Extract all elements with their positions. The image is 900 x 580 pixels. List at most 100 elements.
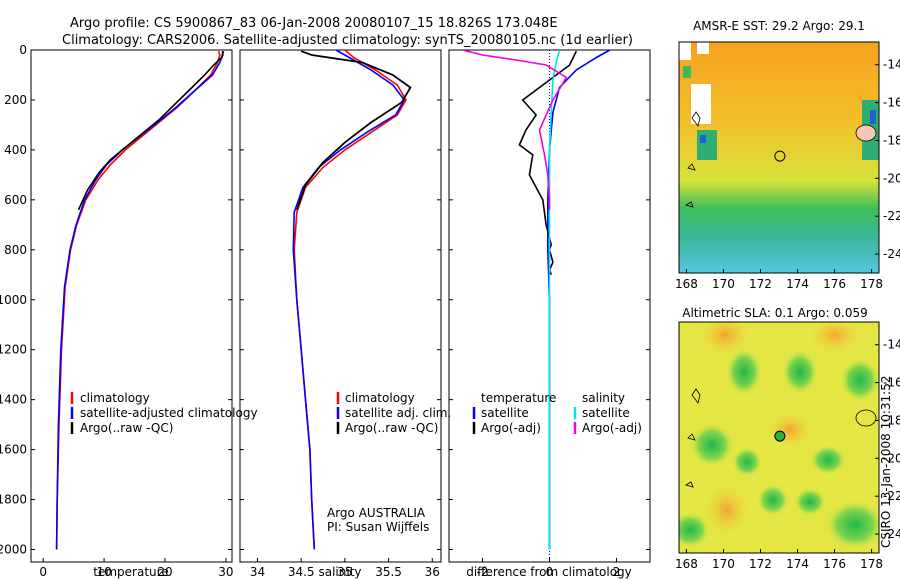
map-y-tick-label: -22 — [883, 489, 900, 503]
map-y-tick-label: -22 — [883, 209, 900, 223]
legend-group-title-temperature: temperature — [481, 391, 556, 405]
legend-label: climatology — [345, 391, 415, 405]
difference-legend: temperature satellite Argo(-adj) salinit… — [472, 391, 642, 435]
sla-low-anomaly — [825, 500, 879, 550]
diff-salinity-satellite-line — [548, 50, 561, 550]
y-tick-label: 400 — [4, 143, 27, 157]
diff-temperature-satellite-line — [546, 50, 611, 550]
y-tick-label: 1600 — [0, 443, 27, 457]
sla-high-anomaly — [700, 322, 750, 355]
y-tick-label: 1800 — [0, 493, 27, 507]
map-y-tick-label: -24 — [883, 247, 900, 261]
map-y-tick-label: -20 — [883, 451, 900, 465]
map-x-tick-label: 170 — [712, 277, 735, 291]
sla-low-anomaly — [794, 488, 826, 516]
map-y-tick-label: -14 — [883, 338, 900, 352]
map-y-tick-label: -16 — [883, 96, 900, 110]
legend-label: satellite — [582, 406, 630, 420]
y-tick-label: 0 — [19, 43, 27, 57]
sla-map-field — [679, 322, 879, 553]
map-x-tick-label: 170 — [712, 557, 735, 571]
legend-label: Argo(-adj) — [481, 421, 541, 435]
map-x-tick-label: 174 — [786, 557, 809, 571]
sla-low-anomaly — [840, 358, 879, 402]
map-y-tick-label: -16 — [883, 376, 900, 390]
temperature-climatology-line — [55, 50, 221, 550]
sla-map-ticks: 168 170 172 174 176 178 -14 -16 -18 -20 -22 -24 — [675, 338, 900, 571]
y-tick-label: 800 — [4, 243, 27, 257]
temperature-xlabel: temperature — [93, 565, 168, 579]
sla-high-anomaly — [768, 412, 812, 448]
sla-low-anomaly — [690, 423, 734, 467]
diff-temperature-argo-line — [518, 50, 578, 276]
sla-high-anomaly — [810, 322, 860, 353]
argo-location-marker — [774, 430, 786, 442]
temperature-axis-ticks: 0 10 20 30 0 200 400 600 800 1000 1200 1400 1600 1800… — [0, 43, 234, 579]
x-tick-label: 0 — [546, 565, 554, 579]
temperature-satellite-line — [55, 51, 224, 550]
sst-map-field — [679, 42, 879, 273]
map-y-tick-label: -20 — [883, 171, 900, 185]
vanuatu-coastline — [685, 111, 701, 208]
map-x-tick-label: 174 — [786, 277, 809, 291]
salinity-plot-frame — [239, 49, 442, 563]
sst-cold-patch — [870, 110, 876, 124]
diff-salinity-argo-line — [462, 50, 568, 210]
vanuatu-coastline — [685, 388, 701, 488]
map-x-tick-label: 178 — [860, 557, 883, 571]
sla-high-anomaly — [705, 485, 749, 535]
x-tick-label: 35 — [337, 565, 352, 579]
legend-label: Argo(-adj) — [582, 421, 642, 435]
legend-label: satellite — [481, 406, 529, 420]
x-tick-label: 0 — [39, 565, 47, 579]
sla-low-anomaly — [782, 350, 818, 394]
map-y-tick-label: -24 — [883, 527, 900, 541]
sst-map-frame — [678, 41, 880, 274]
legend-label: climatology — [80, 391, 150, 405]
x-tick-label: 34 — [250, 565, 265, 579]
temperature-argo-line — [77, 50, 225, 211]
legend-group-title-salinity: salinity — [582, 391, 625, 405]
x-tick-label: 10 — [96, 565, 111, 579]
x-tick-label: 34.5 — [288, 565, 315, 579]
sla-low-anomaly — [732, 447, 762, 477]
figure-title-line2: Climatology: CARS2006. Satellite-adjuste… — [62, 33, 633, 48]
map-y-tick-label: -14 — [883, 58, 900, 72]
legend-label: Argo(..raw -QC) — [80, 421, 173, 435]
map-x-tick-label: 168 — [675, 557, 698, 571]
map-x-tick-label: 178 — [860, 277, 883, 291]
map-x-tick-label: 172 — [749, 557, 772, 571]
y-tick-label: 200 — [4, 93, 27, 107]
fiji-coastline — [855, 409, 877, 427]
y-tick-label: 1400 — [0, 393, 27, 407]
salinity-axis-ticks: 34 34.5 35 35.5 36 — [240, 49, 441, 579]
x-tick-label: -2 — [477, 565, 489, 579]
sla-low-anomaly — [757, 484, 789, 516]
sst-land-mask — [697, 42, 709, 54]
figure-title-line1: Argo profile: CS 5900867_83 06-Jan-2008 … — [70, 16, 558, 31]
sla-low-anomaly — [810, 445, 846, 475]
argo-annotation-line2: PI: Susan Wijffels — [327, 520, 429, 534]
legend-label: satellite-adjusted climatology — [80, 406, 258, 420]
x-tick-label: 20 — [157, 565, 172, 579]
legend-label: satellite adj. clim. — [345, 406, 451, 420]
map-x-tick-label: 172 — [749, 277, 772, 291]
temperature-plot-frame — [30, 49, 233, 563]
sst-cool-patch — [697, 130, 717, 160]
y-tick-label: 2000 — [0, 543, 27, 557]
argo-location-marker — [774, 150, 786, 162]
sst-land-mask — [679, 42, 691, 60]
salinity-argo-line — [295, 50, 412, 211]
salinity-xlabel: salinity — [318, 565, 361, 579]
credit-footer: CSIRO 13-Jan-2008 10:31:52 — [879, 375, 893, 548]
salinity-satellite-line — [292, 50, 406, 550]
map-y-tick-label: -18 — [883, 133, 900, 147]
salinity-legend: climatology satellite adj. clim. Argo(..… — [336, 391, 451, 435]
x-tick-label: 36 — [425, 565, 440, 579]
temperature-legend: climatology satellite-adjusted climatolo… — [70, 391, 258, 435]
x-tick-label: 35.5 — [375, 565, 402, 579]
sla-map-frame — [678, 321, 880, 554]
legend-label: Argo(..raw -QC) — [345, 421, 438, 435]
y-tick-label: 600 — [4, 193, 27, 207]
